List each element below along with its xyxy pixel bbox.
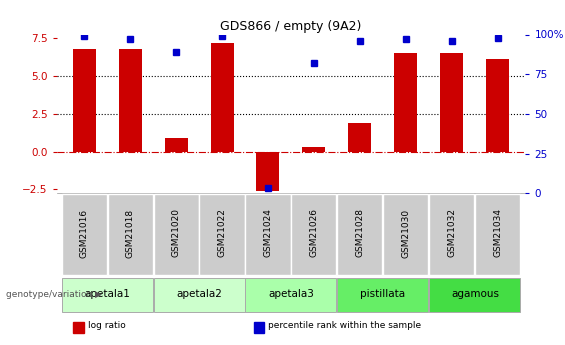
FancyBboxPatch shape — [154, 194, 198, 275]
FancyBboxPatch shape — [199, 194, 245, 275]
Text: GSM21026: GSM21026 — [310, 208, 319, 257]
Text: agamous: agamous — [451, 289, 499, 299]
Text: GSM21018: GSM21018 — [125, 208, 134, 257]
Text: GSM21020: GSM21020 — [172, 208, 181, 257]
FancyBboxPatch shape — [337, 194, 383, 275]
Text: percentile rank within the sample: percentile rank within the sample — [268, 321, 421, 330]
FancyBboxPatch shape — [429, 278, 520, 312]
Bar — [394, 53, 418, 152]
Bar — [72, 49, 95, 152]
FancyBboxPatch shape — [475, 194, 520, 275]
Title: GDS866 / empty (9A2): GDS866 / empty (9A2) — [220, 20, 362, 33]
Text: genotype/variation ▶: genotype/variation ▶ — [6, 290, 102, 299]
Bar — [257, 152, 280, 191]
FancyBboxPatch shape — [62, 278, 153, 312]
FancyBboxPatch shape — [429, 194, 475, 275]
Bar — [73, 322, 84, 333]
FancyBboxPatch shape — [154, 278, 245, 312]
Text: GSM21022: GSM21022 — [218, 208, 227, 257]
Bar — [119, 49, 142, 152]
Bar — [349, 123, 371, 152]
Bar — [440, 53, 463, 152]
Text: GSM21016: GSM21016 — [80, 208, 89, 257]
Text: apetala3: apetala3 — [268, 289, 314, 299]
Bar — [302, 147, 325, 152]
Text: apetala1: apetala1 — [84, 289, 130, 299]
Bar — [211, 43, 233, 152]
Bar — [486, 59, 510, 152]
FancyBboxPatch shape — [245, 194, 290, 275]
Text: pistillata: pistillata — [360, 289, 406, 299]
FancyBboxPatch shape — [337, 278, 428, 312]
Text: GSM21034: GSM21034 — [493, 208, 502, 257]
Bar — [254, 322, 264, 333]
FancyBboxPatch shape — [384, 194, 428, 275]
FancyBboxPatch shape — [292, 194, 337, 275]
FancyBboxPatch shape — [245, 278, 337, 312]
Text: GSM21032: GSM21032 — [447, 208, 457, 257]
Text: GSM21030: GSM21030 — [401, 208, 410, 257]
Text: GSM21024: GSM21024 — [263, 208, 272, 257]
Bar — [164, 138, 188, 152]
FancyBboxPatch shape — [62, 194, 107, 275]
FancyBboxPatch shape — [107, 194, 153, 275]
Text: log ratio: log ratio — [88, 321, 125, 330]
Text: GSM21028: GSM21028 — [355, 208, 364, 257]
Text: apetala2: apetala2 — [176, 289, 222, 299]
